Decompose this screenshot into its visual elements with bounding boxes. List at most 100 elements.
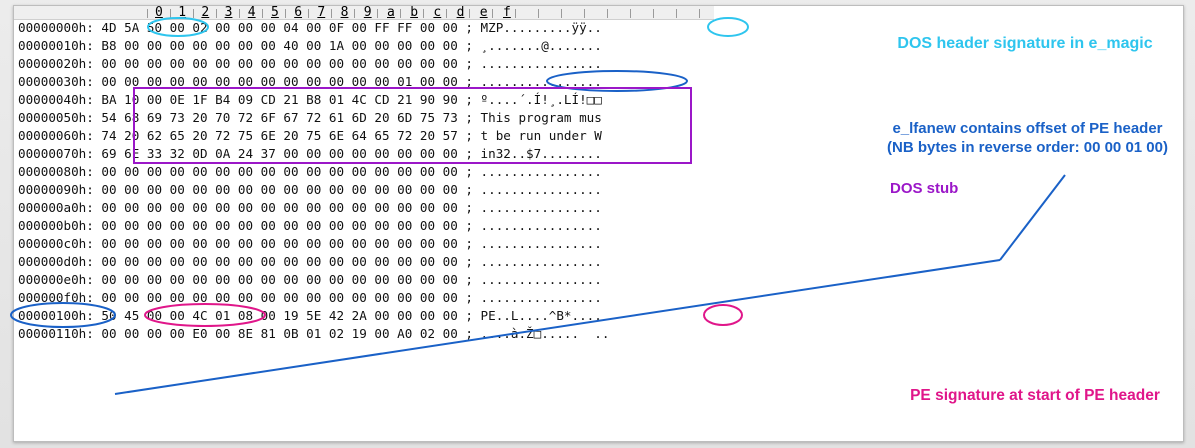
ruler-tick — [446, 9, 447, 18]
hex-row: 00000010h: B8 00 00 00 00 00 00 00 40 00… — [18, 38, 602, 53]
row-address: 000000f0h: — [18, 290, 94, 305]
row-address: 00000110h: — [18, 326, 94, 341]
row-ascii: ................ — [480, 290, 602, 305]
row-hex-bytes: 50 45 00 00 4C 01 08 00 19 5E 42 2A 00 0… — [101, 308, 458, 323]
ruler-tick — [216, 9, 217, 18]
annotation-pe-signature: PE signature at start of PE header — [910, 387, 1160, 404]
hex-row: 00000030h: 00 00 00 00 00 00 00 00 00 00… — [18, 74, 602, 89]
ruler-tick — [377, 9, 378, 18]
column-label: a — [387, 5, 395, 20]
ruler-tick — [331, 9, 332, 18]
hex-row: 00000100h: 50 45 00 00 4C 01 08 00 19 5E… — [18, 308, 602, 323]
row-hex-bytes: 00 00 00 00 00 00 00 00 00 00 00 00 00 0… — [101, 164, 458, 179]
ruler-tick — [561, 9, 562, 18]
hex-row: 00000040h: BA 10 00 0E 1F B4 09 CD 21 B8… — [18, 92, 602, 107]
ruler-tick — [515, 9, 516, 18]
ruler-tick — [699, 9, 700, 18]
ruler-tick — [193, 9, 194, 18]
row-address: 00000090h: — [18, 182, 94, 197]
row-address: 00000000h: — [18, 20, 94, 35]
ruler-tick — [676, 9, 677, 18]
column-label: 5 — [271, 5, 279, 20]
ruler-tick — [538, 9, 539, 18]
row-hex-bytes: 00 00 00 00 00 00 00 00 00 00 00 00 00 0… — [101, 272, 458, 287]
row-hex-bytes: 54 68 69 73 20 70 72 6F 67 72 61 6D 20 6… — [101, 110, 458, 125]
row-hex-bytes: 00 00 00 00 00 00 00 00 00 00 00 00 00 0… — [101, 200, 458, 215]
row-hex-bytes: 00 00 00 00 00 00 00 00 00 00 00 00 00 0… — [101, 254, 458, 269]
column-label: f — [503, 5, 511, 20]
column-label: d — [456, 5, 465, 20]
row-ascii: PE..L....^B*.... — [480, 308, 602, 323]
row-ascii: MZP.........ÿÿ.. — [480, 20, 602, 35]
hex-row: 00000000h: 4D 5A 50 00 02 00 00 00 04 00… — [18, 20, 602, 35]
hex-row: 00000050h: 54 68 69 73 20 70 72 6F 67 72… — [18, 110, 602, 125]
row-ascii: ................ — [480, 218, 602, 233]
ruler-tick — [308, 9, 309, 18]
column-label: 4 — [247, 5, 256, 20]
row-address: 00000080h: — [18, 164, 94, 179]
ruler-tick — [354, 9, 355, 18]
ruler-tick — [239, 9, 240, 18]
hex-row: 00000020h: 00 00 00 00 00 00 00 00 00 00… — [18, 56, 602, 71]
ruler-tick — [630, 9, 631, 18]
row-ascii: ................ — [480, 254, 602, 269]
row-ascii: ................ — [480, 164, 602, 179]
row-hex-bytes: 00 00 00 00 E0 00 8E 81 0B 01 02 19 00 A… — [101, 326, 458, 341]
hex-row: 000000c0h: 00 00 00 00 00 00 00 00 00 00… — [18, 236, 602, 251]
row-address: 00000030h: — [18, 74, 94, 89]
row-address: 00000070h: — [18, 146, 94, 161]
ruler-tick — [285, 9, 286, 18]
row-address: 00000020h: — [18, 56, 94, 71]
row-address: 000000c0h: — [18, 236, 94, 251]
hex-row: 00000070h: 69 6E 33 32 0D 0A 24 37 00 00… — [18, 146, 602, 161]
row-ascii: ¸.......@....... — [480, 38, 602, 53]
ruler-tick — [400, 9, 401, 18]
row-address: 00000060h: — [18, 128, 94, 143]
hex-row: 00000110h: 00 00 00 00 E0 00 8E 81 0B 01… — [18, 326, 610, 341]
row-ascii: ................ — [480, 182, 602, 197]
ruler-tick — [423, 9, 424, 18]
ruler-tick — [262, 9, 263, 18]
row-hex-bytes: B8 00 00 00 00 00 00 00 40 00 1A 00 00 0… — [101, 38, 458, 53]
row-hex-bytes: 00 00 00 00 00 00 00 00 00 00 00 00 00 0… — [101, 290, 458, 305]
ruler-tick — [469, 9, 470, 18]
hex-row: 000000a0h: 00 00 00 00 00 00 00 00 00 00… — [18, 200, 602, 215]
hex-row: 00000090h: 00 00 00 00 00 00 00 00 00 00… — [18, 182, 602, 197]
row-address: 000000b0h: — [18, 218, 94, 233]
row-ascii: This program mus — [480, 110, 602, 125]
hex-row: 000000b0h: 00 00 00 00 00 00 00 00 00 00… — [18, 218, 602, 233]
row-hex-bytes: 00 00 00 00 00 00 00 00 00 00 00 00 00 0… — [101, 74, 458, 89]
row-ascii: ................ — [480, 236, 602, 251]
ruler-tick — [147, 9, 148, 18]
annotation-dos-stub: DOS stub — [890, 180, 959, 197]
row-hex-bytes: 74 20 62 65 20 72 75 6E 20 75 6E 64 65 7… — [101, 128, 458, 143]
row-hex-bytes: 00 00 00 00 00 00 00 00 00 00 00 00 00 0… — [101, 218, 458, 233]
hex-row: 000000e0h: 00 00 00 00 00 00 00 00 00 00… — [18, 272, 602, 287]
column-label: 3 — [224, 5, 233, 20]
ruler-tick — [607, 9, 608, 18]
hex-row: 00000080h: 00 00 00 00 00 00 00 00 00 00… — [18, 164, 602, 179]
row-address: 000000e0h: — [18, 272, 94, 287]
column-label: 2 — [201, 5, 210, 20]
ruler-tick — [492, 9, 493, 18]
hex-row: 000000d0h: 00 00 00 00 00 00 00 00 00 00… — [18, 254, 602, 269]
row-ascii: º....´.Í!¸.LÍ!□□ — [480, 92, 602, 107]
ruler-tick — [584, 9, 585, 18]
annotation-dos-signature: DOS header signature in e_magic — [897, 35, 1153, 52]
row-ascii: t be run under W — [480, 128, 602, 143]
row-address: 00000040h: — [18, 92, 94, 107]
row-address: 000000d0h: — [18, 254, 94, 269]
row-ascii: ................ — [480, 74, 602, 89]
row-hex-bytes: 00 00 00 00 00 00 00 00 00 00 00 00 00 0… — [101, 236, 458, 251]
column-label: 6 — [294, 5, 303, 20]
row-hex-bytes: 4D 5A 50 00 02 00 00 00 04 00 0F 00 FF F… — [101, 20, 458, 35]
row-address: 000000a0h: — [18, 200, 94, 215]
row-ascii: in32..$7........ — [480, 146, 602, 161]
row-address: 00000100h: — [18, 308, 94, 323]
hex-row: 000000f0h: 00 00 00 00 00 00 00 00 00 00… — [18, 290, 602, 305]
row-hex-bytes: 69 6E 33 32 0D 0A 24 37 00 00 00 00 00 0… — [101, 146, 458, 161]
column-label: 8 — [340, 5, 349, 20]
row-hex-bytes: BA 10 00 0E 1F B4 09 CD 21 B8 01 4C CD 2… — [101, 92, 458, 107]
